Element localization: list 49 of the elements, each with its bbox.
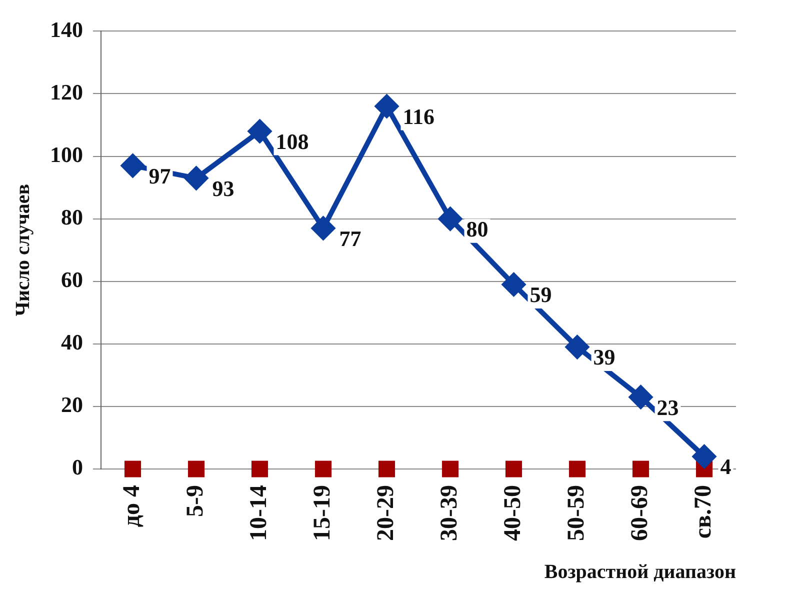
point (378, 460, 396, 478)
point (121, 154, 144, 178)
y-tick-label: 120 (50, 79, 83, 104)
y-axis-title: Число случаев (12, 184, 34, 316)
data-label: 23 (656, 394, 679, 420)
y-tick-label: 0 (72, 454, 83, 480)
point (314, 460, 332, 478)
data-label: 93 (212, 176, 234, 201)
x-axis-title: Возрастной диапазон (544, 561, 736, 584)
point (632, 460, 650, 478)
y-tick-label: 60 (61, 267, 83, 292)
point (692, 445, 716, 468)
x-tick-label: 5-9 (182, 485, 208, 518)
point (188, 460, 205, 478)
point (312, 216, 335, 240)
x-tick-label: св.70 (690, 485, 716, 539)
point (629, 386, 652, 409)
data-label: 39 (593, 344, 616, 370)
x-tick-label: 30-39 (436, 485, 462, 542)
data-label: 4 (720, 454, 732, 480)
data-label: 77 (339, 226, 362, 251)
x-tick-label: до 4 (118, 485, 145, 528)
x-tick-label: 60-69 (626, 485, 653, 542)
x-tick-label: 50-59 (563, 485, 590, 542)
point (568, 460, 586, 478)
point (505, 460, 522, 478)
data-label: 97 (148, 163, 171, 188)
data-label: 108 (276, 128, 309, 154)
x-tick-label: 15-19 (309, 485, 336, 542)
x-tick-label: 10-14 (246, 485, 272, 542)
point (124, 460, 142, 478)
point (375, 94, 398, 118)
y-tick-label: 80 (61, 204, 83, 230)
point (502, 273, 526, 296)
x-tick-label: 20-29 (372, 485, 399, 542)
x-tick-label: 40-50 (500, 485, 526, 542)
y-tick-label: 40 (61, 330, 83, 355)
point (251, 460, 268, 478)
data-label: 80 (466, 216, 488, 242)
point (438, 207, 462, 230)
y-tick-label: 100 (50, 142, 83, 167)
y-tick-label: 20 (61, 392, 83, 418)
point (184, 166, 208, 190)
data-label: 59 (530, 282, 552, 308)
point (566, 336, 589, 359)
point (442, 460, 459, 478)
y-tick-label: 140 (50, 16, 83, 42)
point (248, 120, 272, 143)
data-label: 116 (402, 104, 435, 129)
